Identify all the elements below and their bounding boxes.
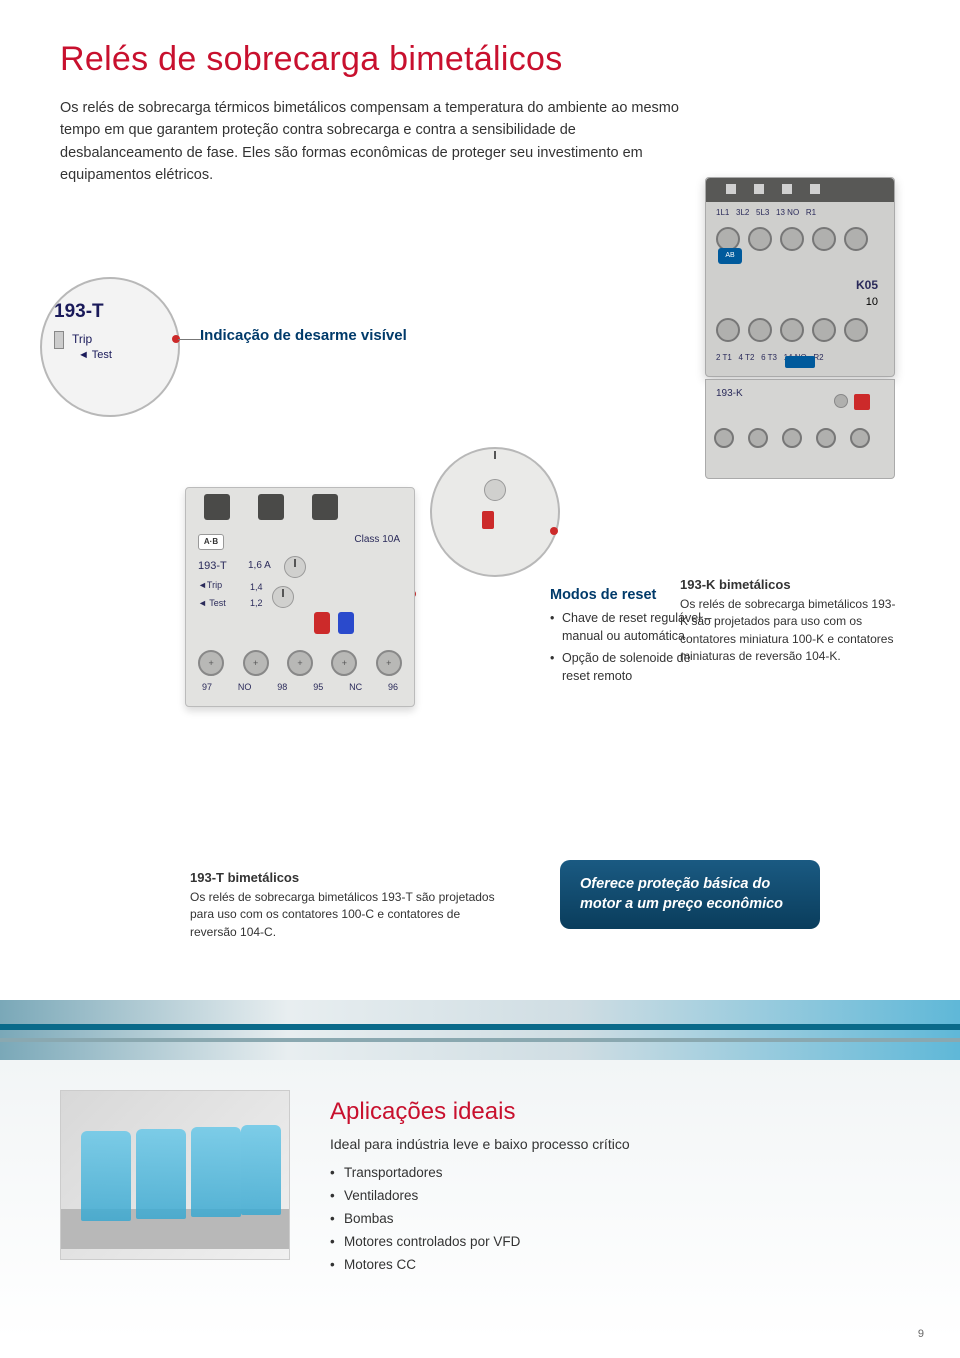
port-label: 98 (277, 682, 287, 692)
test-small: ◄ Test (198, 598, 226, 608)
ab-badge-icon: AB (718, 248, 742, 264)
application-item: Ventiladores (330, 1185, 910, 1208)
mid-region: 193-T Trip ◄ Test Indicação de desarme v… (60, 217, 910, 757)
relay-193k-label: 193-K (716, 388, 743, 399)
decorative-photo-strip (0, 1000, 960, 1060)
callout-dot-icon (550, 527, 558, 535)
trip-test-label: ◄ Test (78, 349, 166, 361)
ab-logo-icon: A·B (198, 534, 224, 550)
application-item: Motores CC (330, 1254, 910, 1277)
port-label: 97 (202, 682, 212, 692)
application-item: Transportadores (330, 1162, 910, 1185)
k-block-heading: 193-K bimetálicos (680, 577, 900, 592)
trip-small: ◄Trip (198, 580, 222, 590)
conveyor-photo (60, 1090, 290, 1260)
application-item: Motores controlados por VFD (330, 1231, 910, 1254)
intro-paragraph: Os relés de sobrecarga térmicos bimetáli… (60, 97, 680, 187)
k05-label: K05 (856, 278, 878, 292)
t-block-text: Os relés de sobrecarga bimetálicos 193-T… (190, 889, 500, 941)
t-block: 193-T bimetálicos Os relés de sobrecarga… (190, 870, 500, 941)
applications-subtitle: Ideal para indústria leve e baixo proces… (330, 1136, 910, 1152)
leader-line (178, 339, 202, 340)
trip-model: 193-T (54, 301, 166, 323)
port-label: NO (238, 682, 252, 692)
callout-reset-detail (430, 447, 560, 577)
applications-title: Aplicações ideais (330, 1098, 910, 1126)
trip-label: Trip (72, 332, 92, 346)
scale-0: 1,4 (250, 582, 263, 592)
page-number: 9 (918, 1328, 924, 1340)
t-block-heading: 193-T bimetálicos (190, 870, 500, 885)
pill-text: Oferece proteção básica do motor a um pr… (580, 876, 783, 912)
k-block: 193-K bimetálicos Os relés de sobrecarga… (680, 577, 900, 666)
application-item: Bombas (330, 1208, 910, 1231)
k-block-text: Os relés de sobrecarga bimetálicos 193-K… (680, 596, 900, 666)
callout-trip-indicator: 193-T Trip ◄ Test (40, 277, 180, 417)
class-label: Class 10A (354, 534, 400, 545)
amp-label: 1,6 A (248, 560, 271, 571)
applications-section: Aplicações ideais Ideal para indústria l… (0, 1060, 960, 1340)
callout-pill: Oferece proteção básica do motor a um pr… (560, 860, 820, 929)
callout-trip-caption: Indicação de desarme visível (200, 327, 407, 344)
port-label: NC (349, 682, 362, 692)
num-10: 10 (866, 296, 878, 308)
page-title: Relés de sobrecarga bimetálicos (60, 40, 910, 79)
port-label: 96 (388, 682, 398, 692)
port-label: 95 (313, 682, 323, 692)
device-193k-illustration: 1L1 3L2 5L3 13 NO R1 AB K05 10 2 T1 4 T2… (705, 177, 905, 507)
scale-1: 1,2 (250, 598, 263, 608)
device-193t-illustration: A·B Class 10A 193-T 1,6 A ◄Trip ◄ Test 1… (185, 487, 445, 737)
model-label: 193-T (198, 560, 227, 572)
